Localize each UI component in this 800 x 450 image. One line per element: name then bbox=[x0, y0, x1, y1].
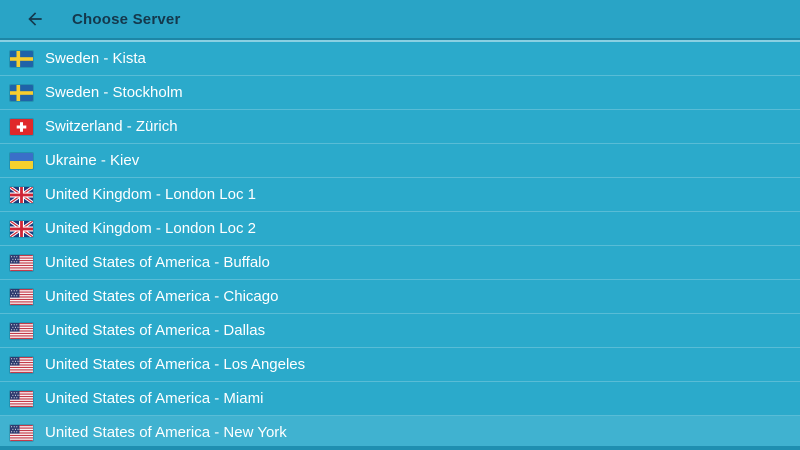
flag-us-icon bbox=[10, 322, 33, 339]
server-label: United Kingdom - London Loc 1 bbox=[45, 186, 256, 203]
server-label: United States of America - New York bbox=[45, 424, 287, 441]
flag-ch-icon bbox=[10, 118, 33, 135]
server-row[interactable]: Ukraine - Kiev bbox=[0, 144, 800, 178]
flag-us-icon bbox=[10, 254, 33, 271]
server-label: United States of America - Los Angeles bbox=[45, 356, 306, 373]
flag-se-icon bbox=[10, 50, 33, 67]
server-row[interactable]: United States of America - Buffalo bbox=[0, 246, 800, 280]
server-label: United Kingdom - London Loc 2 bbox=[45, 220, 256, 237]
screen-bottom-edge bbox=[0, 446, 800, 450]
back-button[interactable] bbox=[18, 2, 52, 36]
server-row[interactable]: United States of America - Miami bbox=[0, 382, 800, 416]
server-label: United States of America - Dallas bbox=[45, 322, 266, 339]
flag-se-icon bbox=[10, 84, 33, 101]
server-row[interactable]: United States of America - New York bbox=[0, 416, 800, 450]
flag-gb-icon bbox=[10, 186, 33, 203]
server-label: Switzerland - Zürich bbox=[45, 118, 178, 135]
arrow-left-icon bbox=[25, 9, 45, 29]
flag-us-icon bbox=[10, 356, 33, 373]
server-row[interactable]: United States of America - Chicago bbox=[0, 280, 800, 314]
server-row[interactable]: Sweden - Stockholm bbox=[0, 76, 800, 110]
server-row[interactable]: United Kingdom - London Loc 1 bbox=[0, 178, 800, 212]
app-bar: Choose Server bbox=[0, 0, 800, 40]
server-label: Ukraine - Kiev bbox=[45, 152, 140, 169]
server-label: United States of America - Buffalo bbox=[45, 254, 270, 271]
flag-ua-icon bbox=[10, 152, 33, 169]
server-label: Sweden - Stockholm bbox=[45, 84, 183, 101]
server-list: Sweden - Kista Sweden - Stockholm Switzerl… bbox=[0, 40, 800, 450]
server-label: United States of America - Miami bbox=[45, 390, 264, 407]
server-label: United States of America - Chicago bbox=[45, 288, 279, 305]
flag-us-icon bbox=[10, 424, 33, 441]
server-row[interactable]: United States of America - Los Angeles bbox=[0, 348, 800, 382]
server-label: Sweden - Kista bbox=[45, 50, 146, 67]
server-row[interactable]: Switzerland - Zürich bbox=[0, 110, 800, 144]
flag-us-icon bbox=[10, 390, 33, 407]
server-row[interactable]: United Kingdom - London Loc 2 bbox=[0, 212, 800, 246]
page-title: Choose Server bbox=[72, 10, 181, 28]
flag-gb-icon bbox=[10, 220, 33, 237]
server-row[interactable]: Sweden - Kista bbox=[0, 42, 800, 76]
flag-us-icon bbox=[10, 288, 33, 305]
server-row[interactable]: United States of America - Dallas bbox=[0, 314, 800, 348]
